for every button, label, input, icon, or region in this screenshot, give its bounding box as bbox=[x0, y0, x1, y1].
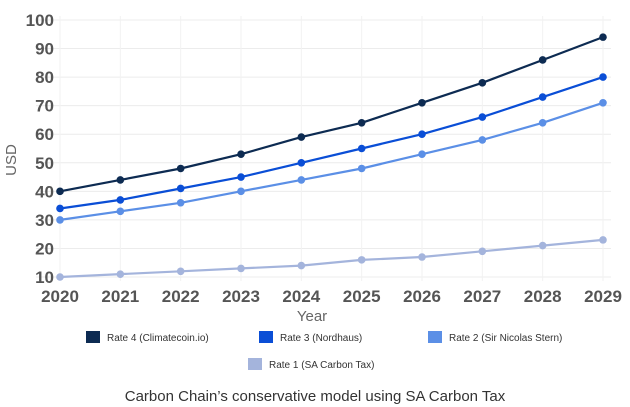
data-point bbox=[176, 164, 185, 173]
chart-series bbox=[56, 33, 607, 281]
y-tick-label: 10 bbox=[35, 268, 54, 287]
x-axis-ticks: 2020 2021 2022 2023 2024 2025 2026 2027 2028 2029 bbox=[41, 287, 622, 306]
x-tick-label: 2021 bbox=[101, 287, 139, 306]
data-point bbox=[116, 207, 125, 216]
data-point bbox=[538, 119, 547, 127]
x-tick-label: 2027 bbox=[463, 287, 501, 306]
data-point bbox=[237, 150, 245, 159]
legend-swatch bbox=[428, 331, 442, 343]
data-point bbox=[116, 270, 125, 278]
y-tick-label: 80 bbox=[35, 68, 54, 87]
data-point bbox=[116, 196, 125, 204]
data-point bbox=[237, 187, 245, 196]
legend-item: Rate 2 (Sir Nicolas Stern) bbox=[428, 331, 562, 344]
data-point bbox=[599, 236, 607, 244]
y-tick-label: 70 bbox=[35, 97, 54, 116]
data-point bbox=[478, 79, 487, 87]
data-point bbox=[357, 256, 366, 264]
series-4 bbox=[56, 236, 607, 281]
data-point bbox=[56, 216, 64, 224]
chart-legend: Rate 4 (Climatecoin.io) Rate 3 (Nordhaus)… bbox=[86, 331, 562, 371]
series-3 bbox=[56, 99, 607, 224]
data-point bbox=[599, 73, 607, 81]
data-point bbox=[56, 273, 64, 281]
x-tick-label: 2029 bbox=[584, 287, 622, 306]
y-tick-label: 50 bbox=[35, 154, 54, 173]
data-point bbox=[176, 267, 185, 276]
y-tick-label: 40 bbox=[35, 182, 54, 201]
data-point bbox=[297, 261, 306, 270]
legend-item: Rate 3 (Nordhaus) bbox=[259, 331, 362, 344]
x-tick-label: 2026 bbox=[403, 287, 441, 306]
x-axis-label: Year bbox=[297, 308, 327, 325]
series-line bbox=[58, 101, 605, 221]
data-point bbox=[418, 150, 426, 159]
legend-swatch bbox=[86, 331, 100, 343]
y-axis-label: USD bbox=[3, 144, 20, 176]
series-line bbox=[58, 35, 605, 193]
data-point bbox=[237, 264, 245, 273]
data-point bbox=[297, 158, 306, 167]
data-point bbox=[357, 119, 366, 127]
y-tick-label: 20 bbox=[35, 239, 54, 258]
x-tick-label: 2028 bbox=[524, 287, 562, 306]
legend-label: Rate 2 (Sir Nicolas Stern) bbox=[449, 333, 562, 344]
legend-label: Rate 3 (Nordhaus) bbox=[280, 333, 362, 344]
legend-label: Rate 1 (SA Carbon Tax) bbox=[269, 360, 374, 371]
data-point bbox=[418, 253, 426, 261]
series-line bbox=[58, 75, 605, 210]
data-point bbox=[599, 99, 607, 107]
x-tick-label: 2022 bbox=[162, 287, 200, 306]
data-point bbox=[418, 99, 426, 107]
y-axis-ticks: 10 20 30 40 50 60 70 80 90 100 bbox=[26, 11, 54, 287]
y-tick-label: 90 bbox=[35, 40, 54, 59]
data-point bbox=[478, 136, 487, 144]
data-point bbox=[176, 198, 185, 207]
x-tick-label: 2020 bbox=[41, 287, 79, 306]
series-line bbox=[58, 238, 605, 279]
data-point bbox=[56, 187, 64, 196]
data-point bbox=[478, 113, 487, 121]
x-tick-label: 2023 bbox=[222, 287, 260, 306]
chart-caption: Carbon Chain’s conservative model using … bbox=[125, 388, 506, 405]
x-tick-label: 2024 bbox=[282, 287, 320, 306]
series-1 bbox=[56, 33, 607, 196]
legend-label: Rate 4 (Climatecoin.io) bbox=[107, 333, 209, 344]
data-point bbox=[418, 130, 426, 139]
data-point bbox=[56, 204, 64, 213]
y-tick-label: 30 bbox=[35, 211, 54, 230]
data-point bbox=[297, 133, 306, 141]
data-point bbox=[357, 164, 366, 173]
legend-item: Rate 4 (Climatecoin.io) bbox=[86, 331, 209, 344]
data-point bbox=[538, 241, 547, 250]
data-point bbox=[538, 56, 547, 64]
legend-item: Rate 1 (SA Carbon Tax) bbox=[248, 358, 374, 371]
data-point bbox=[237, 173, 245, 181]
chart-grid bbox=[36, 16, 611, 281]
data-point bbox=[599, 33, 607, 41]
legend-swatch bbox=[259, 331, 273, 343]
x-tick-label: 2025 bbox=[343, 287, 381, 306]
series-2 bbox=[56, 73, 607, 213]
data-point bbox=[478, 247, 487, 256]
y-tick-label: 60 bbox=[35, 125, 54, 144]
data-point bbox=[538, 93, 547, 101]
y-tick-label: 100 bbox=[26, 11, 54, 30]
data-point bbox=[297, 176, 306, 184]
data-point bbox=[176, 184, 185, 193]
data-point bbox=[357, 144, 366, 153]
legend-swatch bbox=[248, 358, 262, 370]
data-point bbox=[116, 176, 125, 184]
